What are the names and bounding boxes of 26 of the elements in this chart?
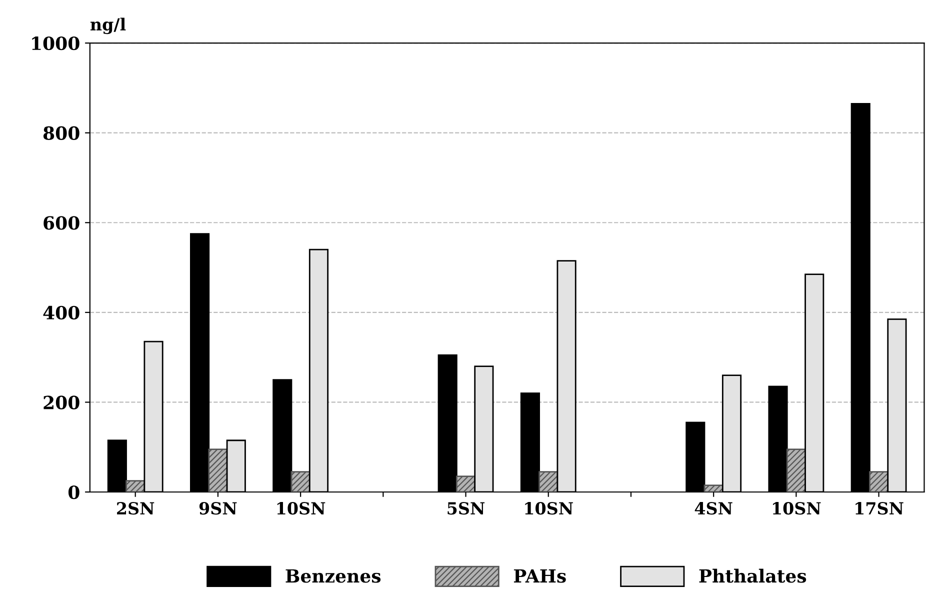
bar — [456, 476, 476, 492]
bar — [538, 471, 558, 492]
y-tick-label: 800 — [43, 126, 80, 140]
bar — [208, 448, 228, 492]
x-tick-label: 2SN — [117, 502, 154, 515]
y-tick-label: 200 — [44, 396, 80, 410]
y-tick-label: 600 — [44, 216, 80, 230]
legend-label: Phthalates — [699, 568, 806, 583]
legend-label: PAHs — [514, 569, 566, 583]
x-tick-label: 9SN — [199, 502, 237, 515]
y-tick-label: 400 — [43, 306, 80, 320]
bar — [126, 480, 146, 492]
y-axis-title: ng/l — [90, 18, 126, 34]
x-tick-label: 10SN — [772, 502, 821, 515]
x-tick-label: 5SN — [448, 502, 485, 515]
x-tick-label: 10SN — [525, 502, 573, 515]
x-tick-label: 4SN — [694, 502, 732, 515]
x-tick-label: 17SN — [856, 502, 904, 515]
bar — [290, 471, 310, 492]
y-tick-label: 1000 — [32, 36, 80, 50]
bar — [786, 448, 806, 492]
legend-label: Benzenes — [286, 569, 381, 583]
bar — [704, 484, 724, 492]
y-tick-label: 0 — [68, 485, 80, 500]
x-tick-label: 10SN — [277, 502, 326, 515]
bar — [869, 471, 889, 492]
